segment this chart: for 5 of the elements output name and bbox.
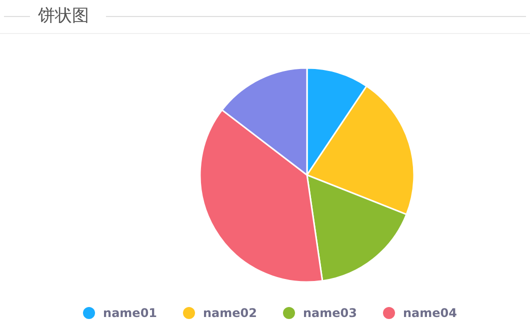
- legend-label: name02: [203, 306, 257, 320]
- chart-title: 饼状图: [38, 5, 89, 27]
- legend-label: name04: [402, 306, 457, 320]
- legend-label: name03: [303, 306, 357, 320]
- legend-label: name01: [103, 306, 158, 320]
